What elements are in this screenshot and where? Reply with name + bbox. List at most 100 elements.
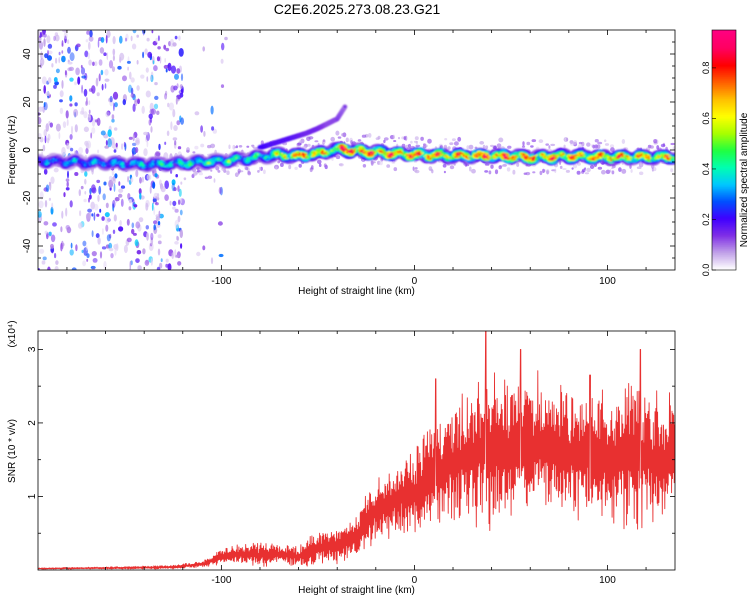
noise-blob: [91, 85, 96, 94]
noise-blob: [78, 189, 82, 197]
noise-blob: [80, 67, 86, 75]
noise-blob: [498, 165, 502, 170]
noise-blob: [158, 143, 161, 151]
noise-blob: [144, 48, 148, 55]
noise-blob: [137, 98, 140, 105]
noise-blob: [150, 232, 154, 241]
noise-blob: [498, 137, 504, 143]
noise-blob: [247, 170, 251, 175]
noise-blob: [330, 136, 336, 142]
noise-blob: [502, 164, 507, 167]
noise-blob: [94, 119, 98, 123]
noise-blob: [601, 169, 606, 175]
noise-blob: [149, 185, 152, 194]
noise-blob: [84, 178, 87, 185]
noise-blob: [74, 172, 79, 176]
noise-blob: [85, 100, 88, 106]
noise-blob: [55, 68, 60, 74]
noise-blob: [74, 150, 76, 155]
noise-blob: [38, 133, 42, 138]
noise-blob: [213, 178, 216, 183]
noise-blob: [427, 138, 432, 144]
noise-blob: [573, 140, 578, 145]
noise-blob: [153, 224, 156, 231]
noise-blob: [112, 55, 115, 61]
noise-blob: [178, 35, 181, 41]
noise-blob: [91, 127, 96, 134]
noise-blob: [150, 108, 156, 115]
noise-blob: [126, 218, 130, 226]
noise-blob: [545, 169, 550, 175]
noise-blob: [61, 43, 64, 47]
noise-blob: [41, 260, 46, 265]
noise-blob: [88, 41, 91, 51]
noise-blob: [101, 228, 104, 235]
noise-blob: [120, 198, 124, 207]
noise-blob: [64, 70, 67, 76]
noise-blob: [604, 143, 610, 146]
noise-blob: [361, 134, 367, 138]
ridge-dot: [73, 158, 76, 160]
noise-blob: [159, 56, 162, 64]
noise-blob: [559, 165, 563, 169]
branch-core: [343, 105, 347, 109]
noise-blob: [53, 35, 56, 42]
noise-blob: [84, 191, 87, 195]
noise-blob: [94, 61, 98, 67]
noise-blob: [69, 103, 73, 107]
noise-blob: [50, 234, 56, 243]
ridge-dot: [51, 160, 54, 163]
noise-blob: [154, 82, 158, 86]
noise-blob: [589, 165, 595, 169]
noise-blob: [128, 136, 133, 140]
noise-blob: [131, 228, 135, 235]
noise-blob: [457, 136, 462, 142]
noise-blob: [69, 77, 74, 82]
noise-blob: [106, 30, 111, 38]
noise-blob: [66, 142, 70, 149]
noise-blob: [200, 125, 204, 133]
noise-blob: [91, 265, 96, 270]
noise-blob: [482, 144, 486, 149]
noise-blob: [119, 220, 122, 226]
noise-blob: [69, 134, 73, 140]
noise-blob: [490, 164, 494, 169]
noise-blob: [428, 166, 433, 171]
figure-title: C2E6.2025.273.08.23.G21: [273, 1, 441, 17]
noise-blob: [111, 176, 116, 184]
noise-blob: [44, 135, 47, 144]
noise-blob: [142, 248, 146, 255]
noise-blob: [114, 127, 118, 131]
noise-blob: [167, 62, 172, 72]
noise-blob: [98, 185, 102, 195]
noise-blob: [113, 149, 117, 153]
noise-blob: [60, 242, 63, 252]
noise-blob: [156, 110, 160, 116]
noise-blob: [103, 52, 107, 56]
noise-blob: [146, 232, 149, 241]
noise-blob: [43, 85, 46, 94]
noise-blob: [150, 75, 152, 81]
noise-blob: [447, 146, 451, 150]
noise-blob: [135, 139, 140, 146]
noise-blob: [131, 43, 137, 50]
noise-blob: [75, 67, 80, 76]
noise-blob: [76, 43, 81, 48]
noise-blob: [220, 58, 224, 64]
noise-blob: [405, 144, 409, 148]
noise-blob: [621, 139, 626, 144]
noise-blob: [110, 253, 114, 259]
noise-blob: [117, 65, 122, 70]
noise-blob: [51, 63, 54, 68]
noise-blob: [672, 146, 675, 151]
noise-blob: [443, 170, 446, 174]
noise-blob: [130, 177, 134, 183]
ridge-dot: [47, 162, 50, 165]
noise-blob: [67, 170, 69, 179]
noise-blob: [82, 260, 86, 267]
noise-blob: [88, 59, 92, 66]
noise-blob: [157, 193, 160, 198]
noise-blob: [406, 147, 412, 150]
noise-blob: [109, 95, 113, 103]
